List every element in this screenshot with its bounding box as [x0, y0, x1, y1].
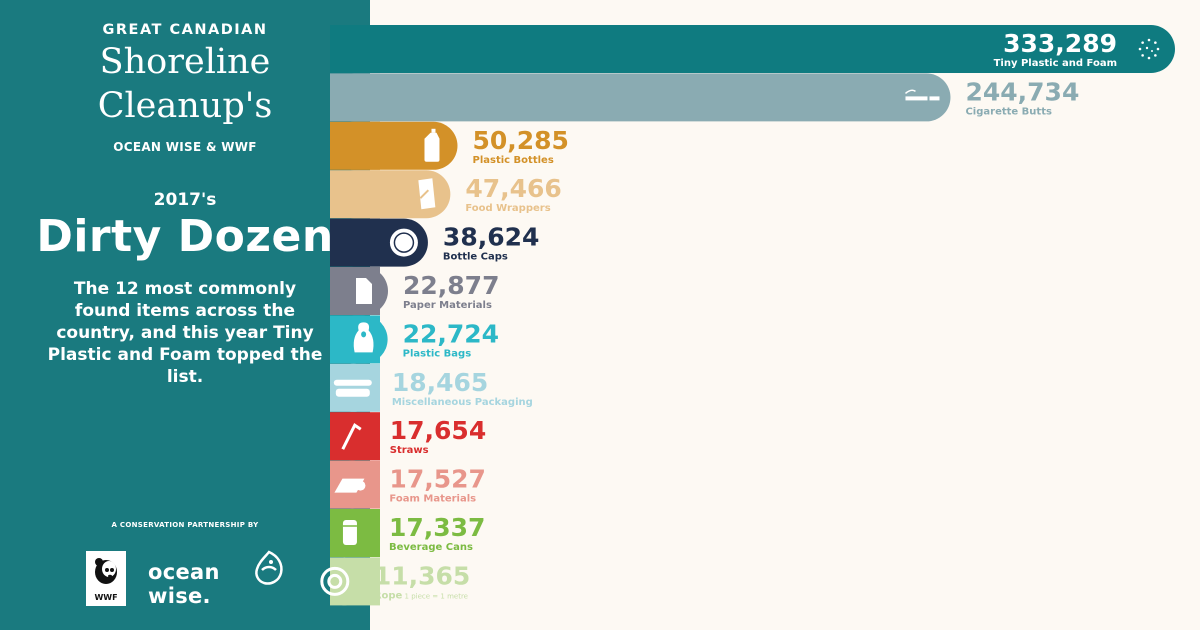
category-label-10: Foam Materials	[389, 494, 476, 505]
bar-edge-2	[330, 73, 380, 122]
partner-text: A CONSERVATION PARTNERSHIP BY	[111, 521, 259, 529]
value-label-8: 18,465	[392, 368, 488, 397]
sparkle-icon	[1138, 38, 1160, 60]
wwf-text: WWF	[94, 593, 118, 602]
bar-edge-5	[330, 218, 380, 267]
category-label-8: Miscellaneous Packaging	[392, 397, 533, 408]
ocean-wise-logo: ocean wise.	[148, 548, 288, 608]
brand-script: Shoreline Cleanup's	[0, 40, 370, 128]
value-label-9: 17,654	[390, 416, 486, 445]
bar-edge-3	[330, 121, 380, 170]
bag-icon	[353, 322, 374, 353]
ocean-wise-text: ocean wise.	[148, 560, 220, 608]
bar-edge-1	[330, 25, 380, 73]
value-label-7: 22,724	[403, 319, 499, 348]
straw-icon	[341, 423, 362, 450]
value-label-11: 17,337	[389, 513, 485, 542]
value-label-12: 11,365	[374, 561, 470, 590]
cigarette-icon	[905, 89, 940, 101]
rope-icon	[320, 566, 350, 596]
category-label-12: Rope 1 piece = 1 metre	[374, 590, 468, 601]
bottle-icon	[424, 128, 440, 162]
value-label-1: 333,289	[1003, 29, 1117, 58]
value-label-6: 22,877	[403, 271, 499, 300]
wwf-logo: WWF	[86, 551, 126, 606]
category-label-6: Paper Materials	[403, 300, 492, 311]
can-icon	[342, 520, 357, 545]
bar-2	[330, 73, 951, 122]
value-label-3: 50,285	[472, 126, 568, 155]
brand-script-line-2: Cleanup's	[97, 86, 273, 126]
category-label-3: Plastic Bottles	[472, 155, 553, 166]
value-label-2: 244,734	[965, 77, 1079, 106]
category-label-4: Food Wrappers	[465, 203, 550, 214]
intro-text: The 12 most commonly found items across …	[47, 279, 323, 387]
takeout-box-icon	[333, 379, 372, 397]
category-label-7: Plastic Bags	[403, 348, 472, 359]
bar-edge-4	[330, 170, 380, 219]
paper-icon	[356, 278, 373, 304]
category-note-12: 1 piece = 1 metre	[402, 592, 468, 600]
bar-1	[330, 25, 1175, 73]
value-label-4: 47,466	[465, 174, 561, 203]
left-panel: GREAT CANADIAN Shoreline Cleanup's OCEAN…	[0, 0, 370, 630]
category-label-1: Tiny Plastic and Foam	[994, 58, 1117, 69]
fish-icon	[255, 550, 283, 585]
category-label-2: Cigarette Butts	[965, 106, 1052, 117]
bar-edge-12	[330, 557, 380, 606]
category-label-5: Bottle Caps	[443, 252, 508, 263]
category-label-11: Beverage Cans	[389, 542, 473, 553]
year-label: 2017's	[153, 190, 217, 210]
brand-script-line-1: Shoreline	[99, 42, 271, 82]
brand-sub: OCEAN WISE & WWF	[113, 140, 257, 154]
value-label-10: 17,527	[389, 465, 485, 494]
wrapper-icon	[418, 178, 436, 210]
bar-edge-6	[330, 267, 380, 315]
brand-line: GREAT CANADIAN	[102, 22, 268, 38]
page-title: Dirty Dozen	[36, 211, 334, 262]
panda-icon	[95, 558, 117, 584]
foam-icon	[334, 478, 366, 493]
bar-edge-8	[330, 363, 380, 412]
bottle-cap-icon	[389, 228, 418, 257]
value-label-5: 38,624	[443, 223, 539, 252]
bar-edge-9	[330, 412, 380, 461]
category-label-9: Straws	[390, 445, 429, 456]
